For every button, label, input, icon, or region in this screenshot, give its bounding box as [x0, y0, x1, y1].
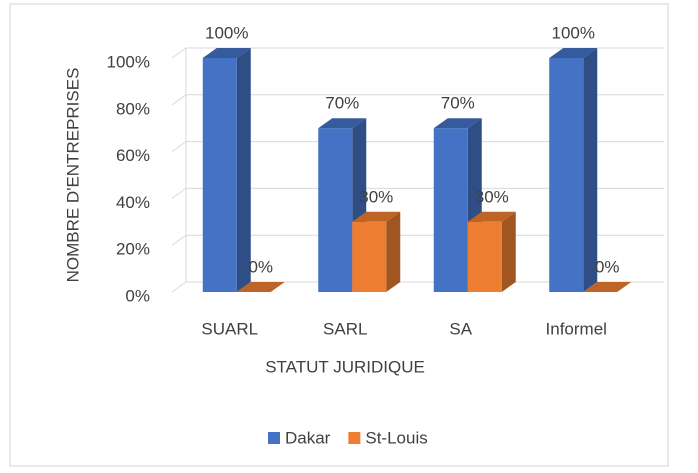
y-axis-title: NOMBRE D'ENTREPRISES: [63, 68, 82, 283]
bar-top: [352, 211, 401, 222]
bar: [549, 48, 598, 292]
bar-top: [236, 282, 285, 292]
legend-swatch: [268, 432, 280, 444]
value-label: 100%: [552, 23, 595, 42]
x-tick-label: SARL: [323, 319, 367, 338]
x-tick-label: Informel: [546, 319, 607, 338]
value-label: 30%: [359, 187, 393, 206]
value-label: 70%: [441, 94, 475, 113]
value-label: 70%: [325, 94, 359, 113]
bar: [467, 211, 516, 292]
legend-swatch: [348, 432, 361, 444]
y-tick-label: 20%: [116, 240, 150, 259]
bar-side: [386, 211, 401, 292]
value-label: 30%: [475, 187, 509, 206]
bar-top: [583, 282, 632, 292]
y-tick-label: 100%: [107, 52, 150, 71]
bar-top: [433, 118, 482, 129]
bar-front: [352, 221, 387, 292]
bar-front: [318, 128, 353, 292]
bar-front: [467, 221, 502, 292]
x-tick-label: SA: [449, 319, 472, 338]
bar: [352, 211, 401, 292]
bar-top: [549, 48, 598, 58]
x-tick-label: SUARL: [201, 319, 258, 338]
bar-front: [433, 128, 468, 292]
x-axis-title: STATUT JURIDIQUE: [265, 357, 425, 376]
bar: [583, 282, 632, 292]
bar-side: [583, 48, 598, 292]
legend-label: St-Louis: [365, 428, 427, 447]
bar: [236, 282, 285, 292]
bar-front: [202, 58, 237, 292]
y-tick-label: 0%: [125, 286, 150, 305]
y-tick-label: 60%: [116, 146, 150, 165]
value-label: 0%: [595, 257, 620, 276]
bar-front: [549, 58, 584, 292]
bar-top: [467, 211, 516, 222]
value-label: 0%: [248, 257, 273, 276]
bar-side: [236, 48, 251, 292]
bar-top: [202, 48, 251, 58]
y-tick-label: 80%: [116, 99, 150, 118]
legend-label: Dakar: [285, 428, 331, 447]
bar-top: [318, 118, 367, 129]
value-label: 100%: [205, 23, 248, 42]
y-tick-label: 40%: [116, 193, 150, 212]
bar: [202, 48, 251, 292]
bar-side: [501, 211, 516, 292]
